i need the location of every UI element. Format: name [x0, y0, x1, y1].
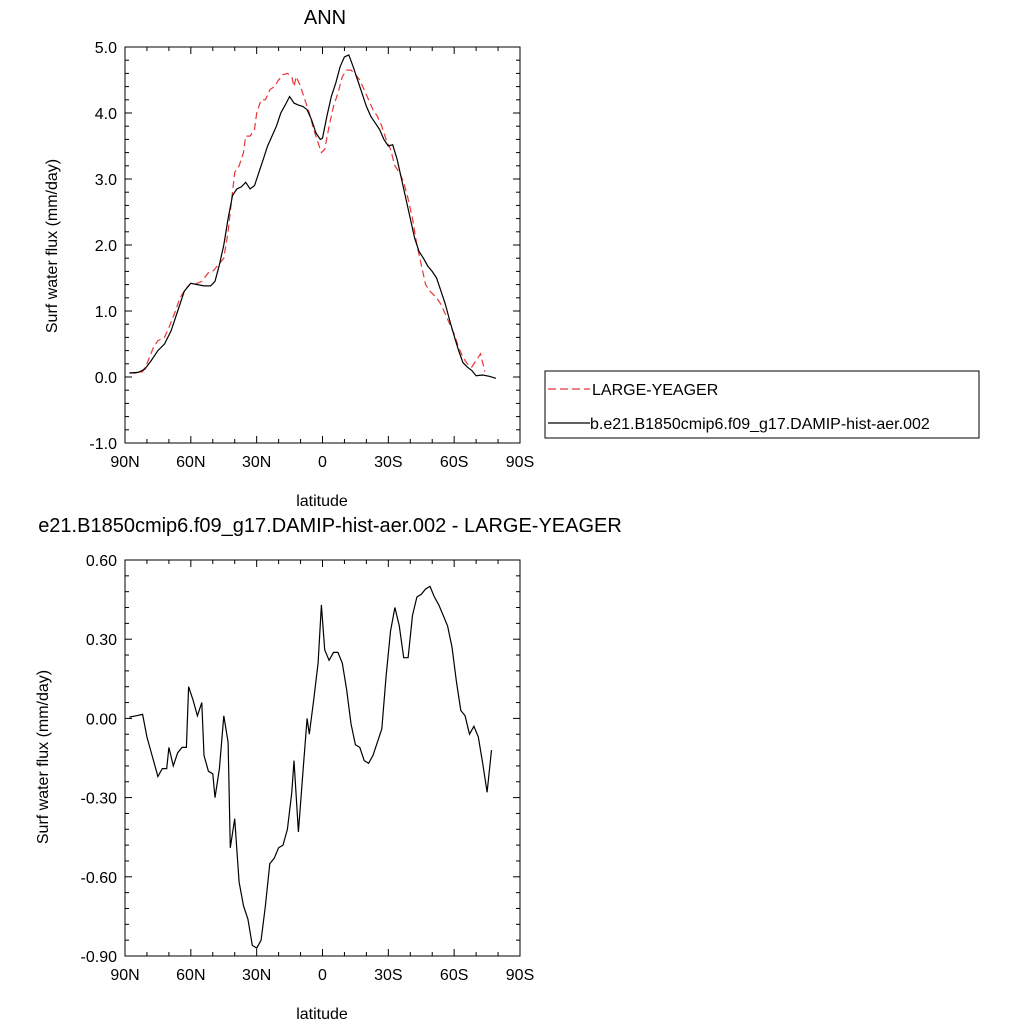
legend-label-large-yeager: LARGE-YEAGER [592, 382, 718, 399]
top-y-tick-label: -1.0 [89, 436, 117, 453]
bottom-y-tick-label: -0.90 [81, 949, 118, 966]
top-x-tick-label: 60N [176, 454, 205, 471]
top-chart-panel: ANN Surf water flux (mm/day) latitude 90… [44, 7, 534, 510]
bottom-y-tick-label: -0.60 [81, 870, 118, 887]
top-y-tick-label: 4.0 [95, 106, 117, 123]
top-chart-ylabel: Surf water flux (mm/day) [44, 159, 61, 333]
top-chart-title: ANN [304, 7, 346, 29]
legend-box [544, 370, 980, 439]
top-series-line-1 [129, 54, 497, 379]
top-y-tick-label: 1.0 [95, 304, 117, 321]
legend-label-damip: b.e21.B1850cmip6.f09_g17.DAMIP-hist-aer.… [590, 416, 930, 433]
bottom-x-tick-label: 30S [374, 967, 402, 984]
top-y-tick-label: 3.0 [95, 172, 117, 189]
bottom-chart-panel: e21.B1850cmip6.f09_g17.DAMIP-hist-aer.00… [35, 515, 622, 1023]
legend: LARGE-YEAGER b.e21.B1850cmip6.f09_g17.DA… [544, 370, 980, 439]
bottom-x-tick-label: 90S [506, 967, 534, 984]
bottom-x-tick-label: 90N [110, 967, 139, 984]
bottom-chart-xlabel: latitude [296, 1006, 348, 1023]
top-x-tick-label: 30N [242, 454, 271, 471]
top-x-tick-label: 90S [506, 454, 534, 471]
top-x-tick-label: 90N [110, 454, 139, 471]
top-y-tick-label: 5.0 [95, 40, 117, 57]
top-y-tick-label: 0.0 [95, 370, 117, 387]
top-chart-xlabel: latitude [296, 493, 348, 510]
bottom-y-tick-label: 0.00 [86, 711, 117, 728]
bottom-y-tick-label: 0.30 [86, 632, 117, 649]
bottom-x-tick-label: 60S [440, 967, 468, 984]
top-x-tick-label: 60S [440, 454, 468, 471]
top-plot-frame [124, 46, 521, 444]
bottom-y-tick-label: 0.60 [86, 553, 117, 570]
bottom-y-tick-label: -0.30 [81, 791, 118, 808]
top-y-tick-label: 2.0 [95, 238, 117, 255]
top-series-line-0 [129, 69, 486, 374]
bottom-series-line-0 [129, 585, 493, 949]
top-x-tick-label: 0 [318, 454, 327, 471]
bottom-chart-title: e21.B1850cmip6.f09_g17.DAMIP-hist-aer.00… [38, 515, 622, 537]
bottom-x-tick-label: 0 [318, 967, 327, 984]
bottom-x-tick-label: 60N [176, 967, 205, 984]
bottom-chart-ylabel: Surf water flux (mm/day) [35, 670, 52, 844]
bottom-x-tick-label: 30N [242, 967, 271, 984]
top-x-tick-label: 30S [374, 454, 402, 471]
